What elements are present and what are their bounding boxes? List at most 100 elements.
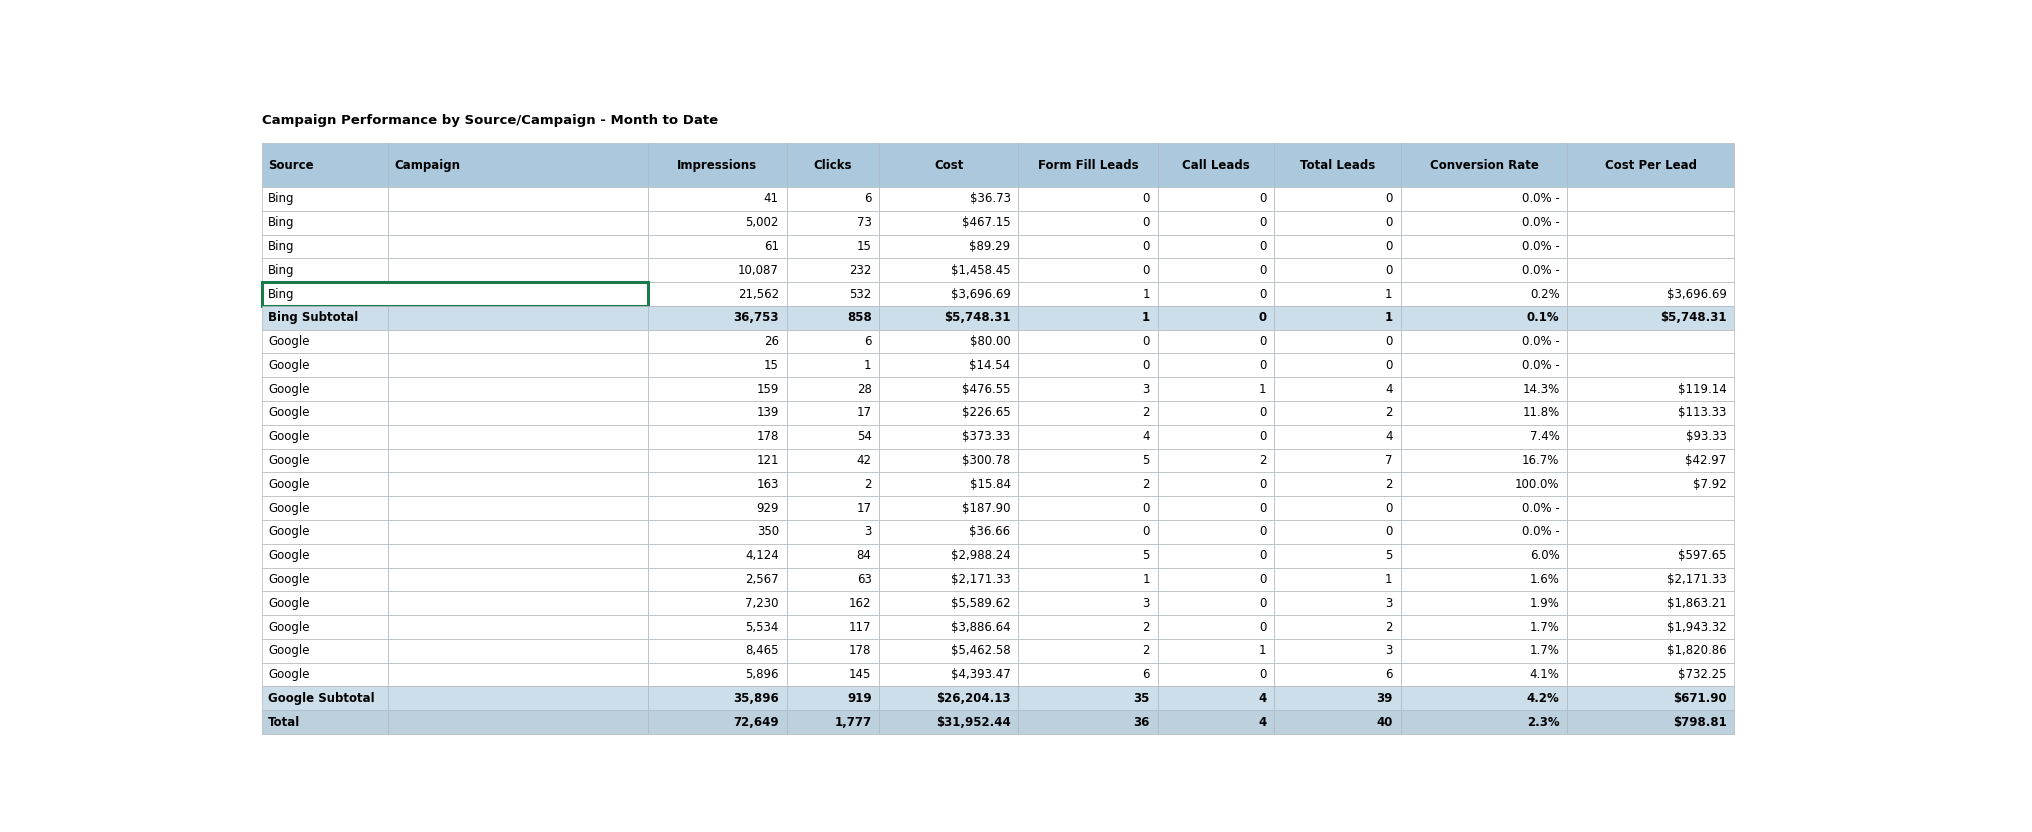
Bar <box>262 354 388 377</box>
Text: $36.73: $36.73 <box>969 192 1010 206</box>
Text: 7,230: 7,230 <box>746 597 778 610</box>
Text: $113.33: $113.33 <box>1678 407 1727 419</box>
Text: 178: 178 <box>849 644 872 657</box>
Bar <box>388 235 648 258</box>
Bar <box>388 354 648 377</box>
Bar <box>1018 448 1158 473</box>
Text: 0: 0 <box>1260 525 1266 538</box>
Bar <box>1274 592 1400 615</box>
Bar <box>1158 544 1274 567</box>
Bar <box>262 615 388 639</box>
Text: 0: 0 <box>1142 525 1150 538</box>
Bar <box>388 615 648 639</box>
Text: 41: 41 <box>764 192 778 206</box>
Bar <box>880 210 1018 235</box>
Bar <box>1158 567 1274 592</box>
Bar <box>1018 686 1158 711</box>
Bar <box>880 615 1018 639</box>
Bar <box>1400 615 1567 639</box>
Bar <box>1274 544 1400 567</box>
Bar <box>1274 187 1400 210</box>
Text: 0.0% -: 0.0% - <box>1522 525 1559 538</box>
Text: $300.78: $300.78 <box>963 454 1010 467</box>
Bar <box>262 567 388 592</box>
Bar <box>648 187 786 210</box>
Text: $2,171.33: $2,171.33 <box>1666 573 1727 586</box>
Bar <box>1567 401 1735 425</box>
Bar <box>648 615 786 639</box>
Bar <box>388 473 648 496</box>
Bar <box>1018 615 1158 639</box>
Text: Cost: Cost <box>935 159 963 171</box>
Text: 232: 232 <box>849 264 872 277</box>
Bar <box>1567 567 1735 592</box>
Bar <box>388 592 648 615</box>
Text: 10,087: 10,087 <box>738 264 778 277</box>
Text: 0: 0 <box>1260 359 1266 372</box>
Bar <box>1018 329 1158 354</box>
Bar <box>388 306 648 329</box>
Bar <box>1018 187 1158 210</box>
Text: $2,988.24: $2,988.24 <box>951 549 1010 562</box>
Bar <box>786 235 880 258</box>
Text: Google: Google <box>268 407 309 419</box>
Bar <box>880 329 1018 354</box>
Text: $26,204.13: $26,204.13 <box>937 692 1010 705</box>
Bar <box>1567 615 1735 639</box>
Bar <box>1018 592 1158 615</box>
Text: 40: 40 <box>1376 716 1392 729</box>
Text: Google Subtotal: Google Subtotal <box>268 692 374 705</box>
Text: Cost Per Lead: Cost Per Lead <box>1605 159 1697 171</box>
Bar <box>648 567 786 592</box>
Text: 0: 0 <box>1386 525 1392 538</box>
Bar <box>1158 448 1274 473</box>
Text: Google: Google <box>268 621 309 633</box>
Bar <box>388 520 648 544</box>
Bar <box>388 401 648 425</box>
Text: 0: 0 <box>1386 216 1392 229</box>
Bar <box>1400 401 1567 425</box>
Text: 0.1%: 0.1% <box>1526 311 1559 324</box>
Text: 3: 3 <box>1386 644 1392 657</box>
Bar <box>1400 448 1567 473</box>
Bar <box>786 258 880 282</box>
Bar <box>786 567 880 592</box>
Bar <box>1274 496 1400 520</box>
Bar <box>786 306 880 329</box>
Text: 2: 2 <box>1142 478 1150 491</box>
Text: 159: 159 <box>756 383 778 396</box>
Bar <box>1158 187 1274 210</box>
Text: 0: 0 <box>1260 335 1266 348</box>
Text: 2,567: 2,567 <box>746 573 778 586</box>
Text: 17: 17 <box>858 502 872 515</box>
Bar <box>786 354 880 377</box>
Bar <box>1158 235 1274 258</box>
Bar <box>1018 663 1158 686</box>
Bar <box>648 663 786 686</box>
Text: Form Fill Leads: Form Fill Leads <box>1038 159 1138 171</box>
Bar <box>786 639 880 663</box>
Bar <box>648 143 786 187</box>
Text: 1,777: 1,777 <box>835 716 872 729</box>
Bar <box>1567 377 1735 401</box>
Bar <box>880 258 1018 282</box>
Text: 2: 2 <box>1260 454 1266 467</box>
Bar <box>786 329 880 354</box>
Text: Google: Google <box>268 549 309 562</box>
Bar <box>1567 448 1735 473</box>
Bar <box>262 592 388 615</box>
Text: 73: 73 <box>858 216 872 229</box>
Bar <box>1400 686 1567 711</box>
Text: 0: 0 <box>1260 216 1266 229</box>
Bar <box>786 143 880 187</box>
Text: 0: 0 <box>1386 264 1392 277</box>
Bar <box>648 473 786 496</box>
Bar <box>1158 615 1274 639</box>
Bar <box>1400 210 1567 235</box>
Bar <box>1018 520 1158 544</box>
Bar <box>1274 448 1400 473</box>
Text: 54: 54 <box>858 430 872 443</box>
Text: 0: 0 <box>1260 240 1266 253</box>
Text: 2.3%: 2.3% <box>1526 716 1559 729</box>
Bar <box>1567 544 1735 567</box>
